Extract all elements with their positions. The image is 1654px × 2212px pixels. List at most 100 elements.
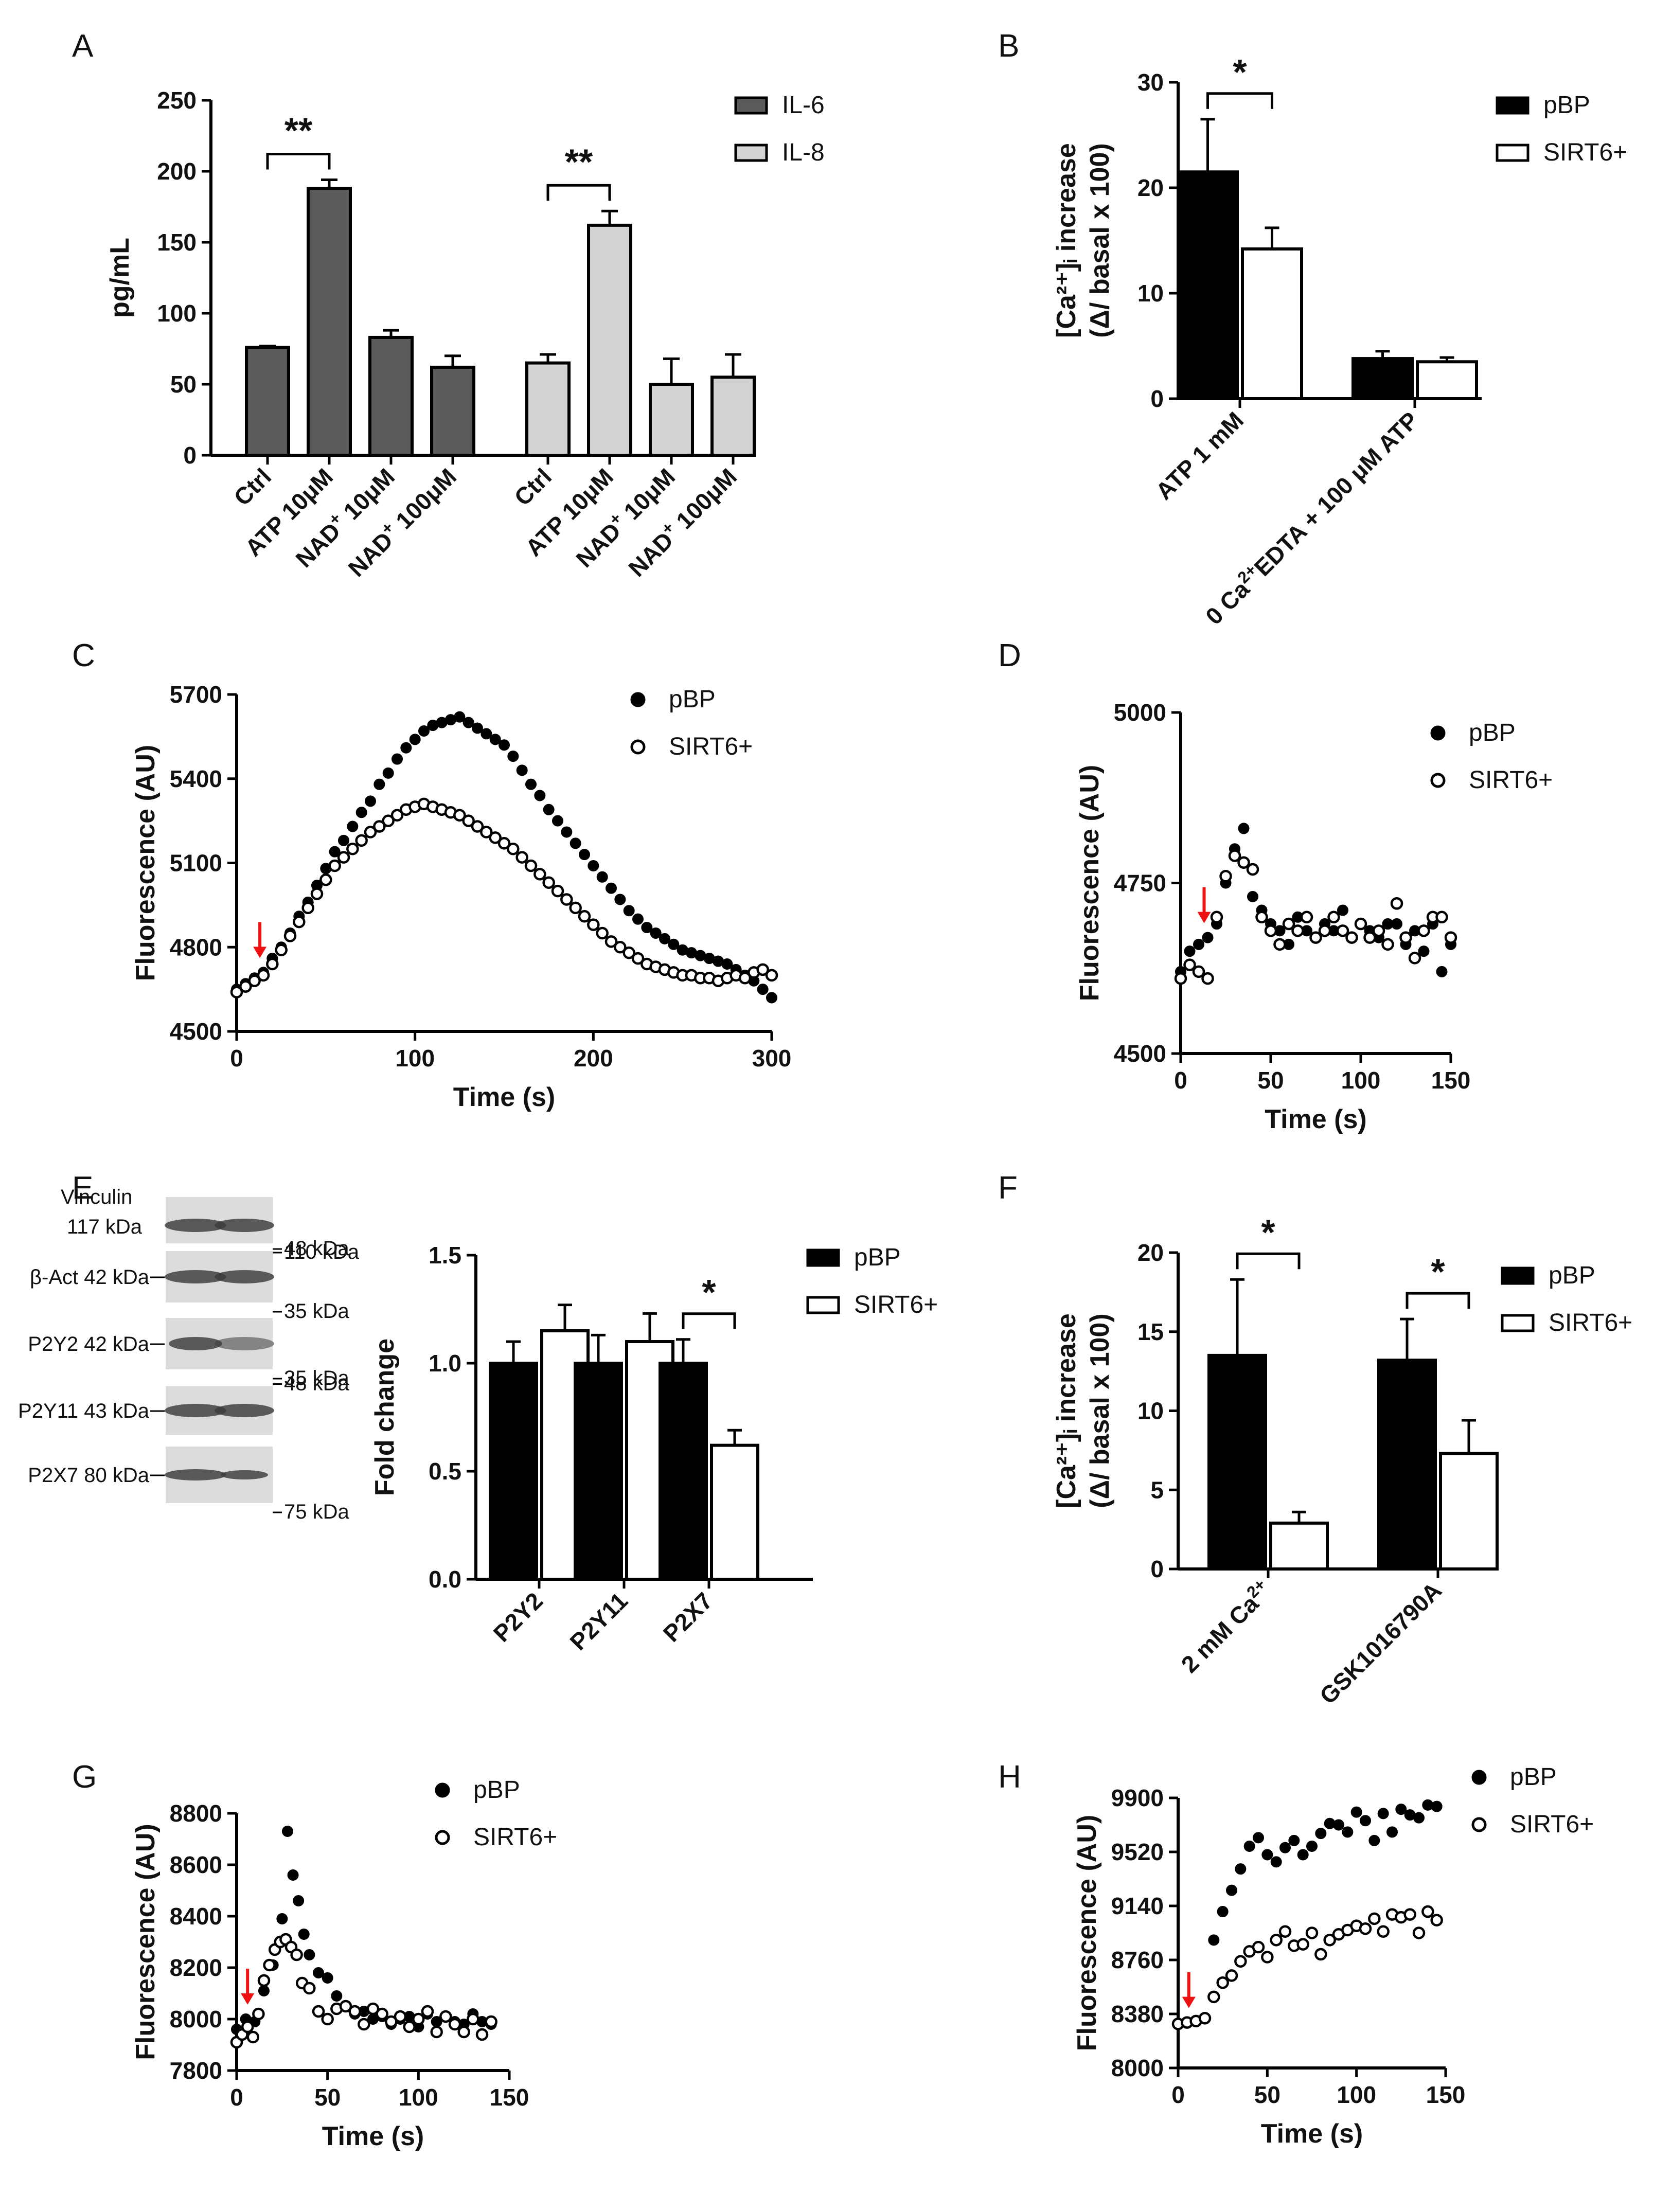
point-SIRT6+ <box>1278 1925 1292 1938</box>
x-tick-label: GSK1016790A <box>1314 1577 1447 1709</box>
point-pBP <box>329 846 341 858</box>
blot-label: Vinculin <box>61 1186 132 1208</box>
stimulus-arrow-head <box>241 1993 255 2005</box>
point-SIRT6+ <box>515 851 528 864</box>
point-pBP <box>293 1895 305 1906</box>
y-tick-label: 4750 <box>1114 870 1166 897</box>
panel-label-F: F <box>998 1170 1018 1206</box>
bar-pBP-P2X7 <box>659 1362 708 1581</box>
y-tick-label: 8400 <box>170 1903 222 1930</box>
legend-pBP-text: pBP <box>1510 1763 1557 1791</box>
legend-IL-8-text: IL-8 <box>782 139 825 166</box>
x-axis-title: Time (s) <box>322 2121 424 2151</box>
point-pBP <box>382 767 394 779</box>
y-tick-label: 5400 <box>170 765 222 792</box>
point-SIRT6+ <box>275 943 288 956</box>
point-SIRT6+ <box>337 851 350 864</box>
point-SIRT6+ <box>1261 1951 1274 1964</box>
panel-label-H: H <box>998 1759 1021 1795</box>
point-pBP <box>623 905 635 917</box>
point-pBP <box>287 1869 299 1881</box>
point-SIRT6+ <box>623 946 635 959</box>
point-SIRT6+ <box>560 893 573 906</box>
x-tick-label: 50 <box>1257 1067 1284 1094</box>
point-pBP <box>472 722 483 734</box>
bar-IL-6-NAD+ 100μM <box>430 365 475 457</box>
x-tick-label-part: Ctrl <box>509 463 557 511</box>
point-pBP <box>298 1929 310 1940</box>
y-tick-label: 200 <box>157 158 197 185</box>
point-SIRT6+ <box>738 972 752 985</box>
x-tick-label: 200 <box>574 1045 613 1072</box>
point-pBP <box>1360 1815 1371 1827</box>
point-SIRT6+ <box>293 915 306 929</box>
y-tick-label: 8000 <box>170 2006 222 2032</box>
legend-SIRT6+-marker <box>630 739 646 755</box>
point-pBP <box>1333 1819 1344 1831</box>
point-SIRT6+ <box>339 2000 352 2013</box>
point-SIRT6+ <box>1305 1926 1319 1939</box>
point-pBP <box>1288 1834 1300 1846</box>
blot-label-kda: 117 kDa <box>67 1216 143 1238</box>
point-pBP <box>1431 1800 1443 1812</box>
x-tick-label-part: 100μM <box>386 463 461 539</box>
stimulus-arrow-head <box>1182 1996 1196 2008</box>
legend-pBP-text: pBP <box>854 1244 901 1271</box>
y-tick-label: 250 <box>157 87 197 114</box>
bar-SIRT6+-2 mM Ca2+ <box>1269 1521 1329 1571</box>
bar-SIRT6+-0 Ca2+EDTA + 100 μM ATP <box>1416 360 1478 400</box>
blot-label: P2Y2 42 kDa <box>28 1333 149 1355</box>
point-SIRT6+ <box>1359 1922 1372 1935</box>
point-SIRT6+ <box>1234 1955 1247 1968</box>
point-SIRT6+ <box>1192 965 1205 978</box>
panel-D: 4500 4750 5000 0 50 100 150 Time (s) Fluorescenc… <box>1075 699 1553 1134</box>
point-SIRT6+ <box>1237 856 1250 869</box>
point-pBP <box>418 725 430 737</box>
point-SIRT6+ <box>303 1982 316 1995</box>
point-pBP <box>1386 1826 1398 1838</box>
point-SIRT6+ <box>448 2018 461 2031</box>
y-tick-label: 20 <box>1137 174 1164 201</box>
blot-band <box>165 1270 226 1283</box>
point-pBP <box>322 1972 333 1984</box>
legend-pBP-text: pBP <box>1469 719 1516 746</box>
point-pBP <box>338 834 349 846</box>
point-SIRT6+ <box>394 2010 407 2023</box>
x-tick-label: 50 <box>1254 2081 1280 2108</box>
point-SIRT6+ <box>1201 972 1214 985</box>
point-SIRT6+ <box>453 809 466 822</box>
point-pBP <box>1238 823 1250 834</box>
y-tick-label: 1.5 <box>429 1242 461 1269</box>
x-tick-label: ATP 1 mM <box>1150 406 1249 505</box>
point-SIRT6+ <box>283 930 297 942</box>
legend-SIRT6+-swatch <box>806 1296 840 1314</box>
point-pBP <box>1279 1842 1291 1853</box>
significance-label: * <box>1261 1212 1275 1252</box>
bar-pBP-P2Y2 <box>489 1362 538 1581</box>
x-tick-label: P2X7 <box>658 1587 718 1647</box>
y-tick-label: 150 <box>157 229 197 256</box>
point-SIRT6+ <box>421 2005 434 2018</box>
point-pBP <box>606 882 617 894</box>
point-SIRT6+ <box>1296 1938 1309 1951</box>
point-SIRT6+ <box>1270 1934 1283 1947</box>
y-tick-label: 8000 <box>1111 2055 1164 2081</box>
point-SIRT6+ <box>1183 958 1196 971</box>
x-tick-label: Ctrl <box>509 463 557 511</box>
x-tick-label: 150 <box>490 2084 529 2111</box>
point-pBP <box>766 992 777 1004</box>
y-tick-label: 20 <box>1137 1239 1164 1266</box>
y-tick-label: 9520 <box>1111 1839 1164 1865</box>
point-pBP <box>632 913 644 925</box>
legend-pBP-marker <box>1471 1770 1487 1785</box>
legend-SIRT6+-marker <box>1430 773 1446 788</box>
point-SIRT6+ <box>569 901 582 915</box>
bar-pBP-P2Y11 <box>574 1362 623 1581</box>
point-SIRT6+ <box>257 1974 271 1987</box>
point-SIRT6+ <box>376 2007 388 2021</box>
point-SIRT6+ <box>246 2030 260 2044</box>
point-SIRT6+ <box>230 986 243 998</box>
significance-label: * <box>1233 52 1247 92</box>
